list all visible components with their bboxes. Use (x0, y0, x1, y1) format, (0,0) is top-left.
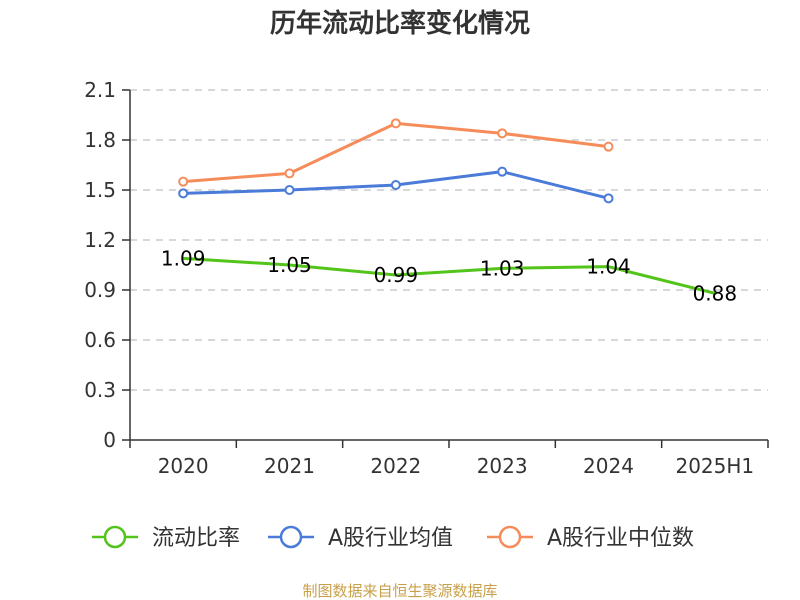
y-tick-label: 0.9 (84, 278, 116, 302)
data-label: 1.03 (480, 256, 525, 280)
y-tick-label: 1.8 (84, 128, 116, 152)
axes: 0 0.3 0.6 0.9 1.2 1.5 1.8 2.1 2020 2021 2022 2023 20… (84, 78, 769, 478)
legend-item-1[interactable]: A股行业均值 (268, 525, 453, 551)
legend-label: A股行业中位数 (547, 526, 694, 551)
legend-item-2[interactable]: A股行业中位数 (487, 525, 694, 551)
x-tick-label: 2020 (158, 454, 209, 478)
x-tick-label: 2022 (370, 454, 421, 478)
y-tick-label: 1.2 (84, 228, 116, 252)
data-label: 1.05 (267, 253, 312, 277)
grid-lines (130, 89, 768, 391)
source-note: 制图数据来自恒生聚源数据库 (302, 582, 497, 600)
legend-label: A股行业均值 (328, 526, 453, 551)
x-tick-label: 2024 (583, 454, 634, 478)
series-1-point[interactable] (497, 166, 508, 177)
data-label: 0.88 (693, 281, 738, 305)
series-lines (178, 118, 717, 295)
data-label: 1.09 (161, 246, 206, 270)
y-tick-label: 1.5 (84, 178, 116, 202)
chart-title: 历年流动比率变化情况 (270, 8, 530, 39)
legend[interactable]: 流动比率 A股行业均值 A股行业中位数 (92, 525, 694, 551)
data-label: 0.99 (374, 263, 419, 287)
series-2-point[interactable] (284, 168, 295, 179)
series-2-line (181, 121, 610, 184)
data-label: 1.04 (586, 255, 631, 279)
series-2-point[interactable] (603, 141, 614, 152)
series-1-point[interactable] (603, 193, 614, 204)
series-1-point[interactable] (284, 185, 295, 195)
series-0-line (181, 256, 717, 295)
series-2-point[interactable] (497, 128, 508, 139)
series-2-point[interactable] (390, 118, 401, 129)
y-tick-label: 0.3 (84, 378, 116, 402)
y-tick-label: 2.1 (84, 78, 116, 102)
legend-item-0[interactable]: 流动比率 (92, 525, 240, 551)
y-tick-label: 0.6 (84, 328, 116, 352)
x-tick-label: 2021 (264, 454, 315, 478)
x-tick-label: 2023 (477, 454, 528, 478)
x-tick-label: 2025H1 (675, 454, 754, 478)
legend-marker-icon (103, 525, 127, 549)
legend-marker-icon (279, 525, 303, 549)
legend-marker-icon (498, 525, 522, 549)
series-1-point[interactable] (390, 180, 401, 190)
data-labels: 1.09 1.05 0.99 1.03 1.04 0.88 (161, 246, 737, 305)
y-tick-label: 0 (103, 428, 116, 452)
series-1-point[interactable] (178, 188, 189, 199)
legend-label: 流动比率 (152, 526, 240, 551)
series-2-point[interactable] (178, 176, 189, 187)
